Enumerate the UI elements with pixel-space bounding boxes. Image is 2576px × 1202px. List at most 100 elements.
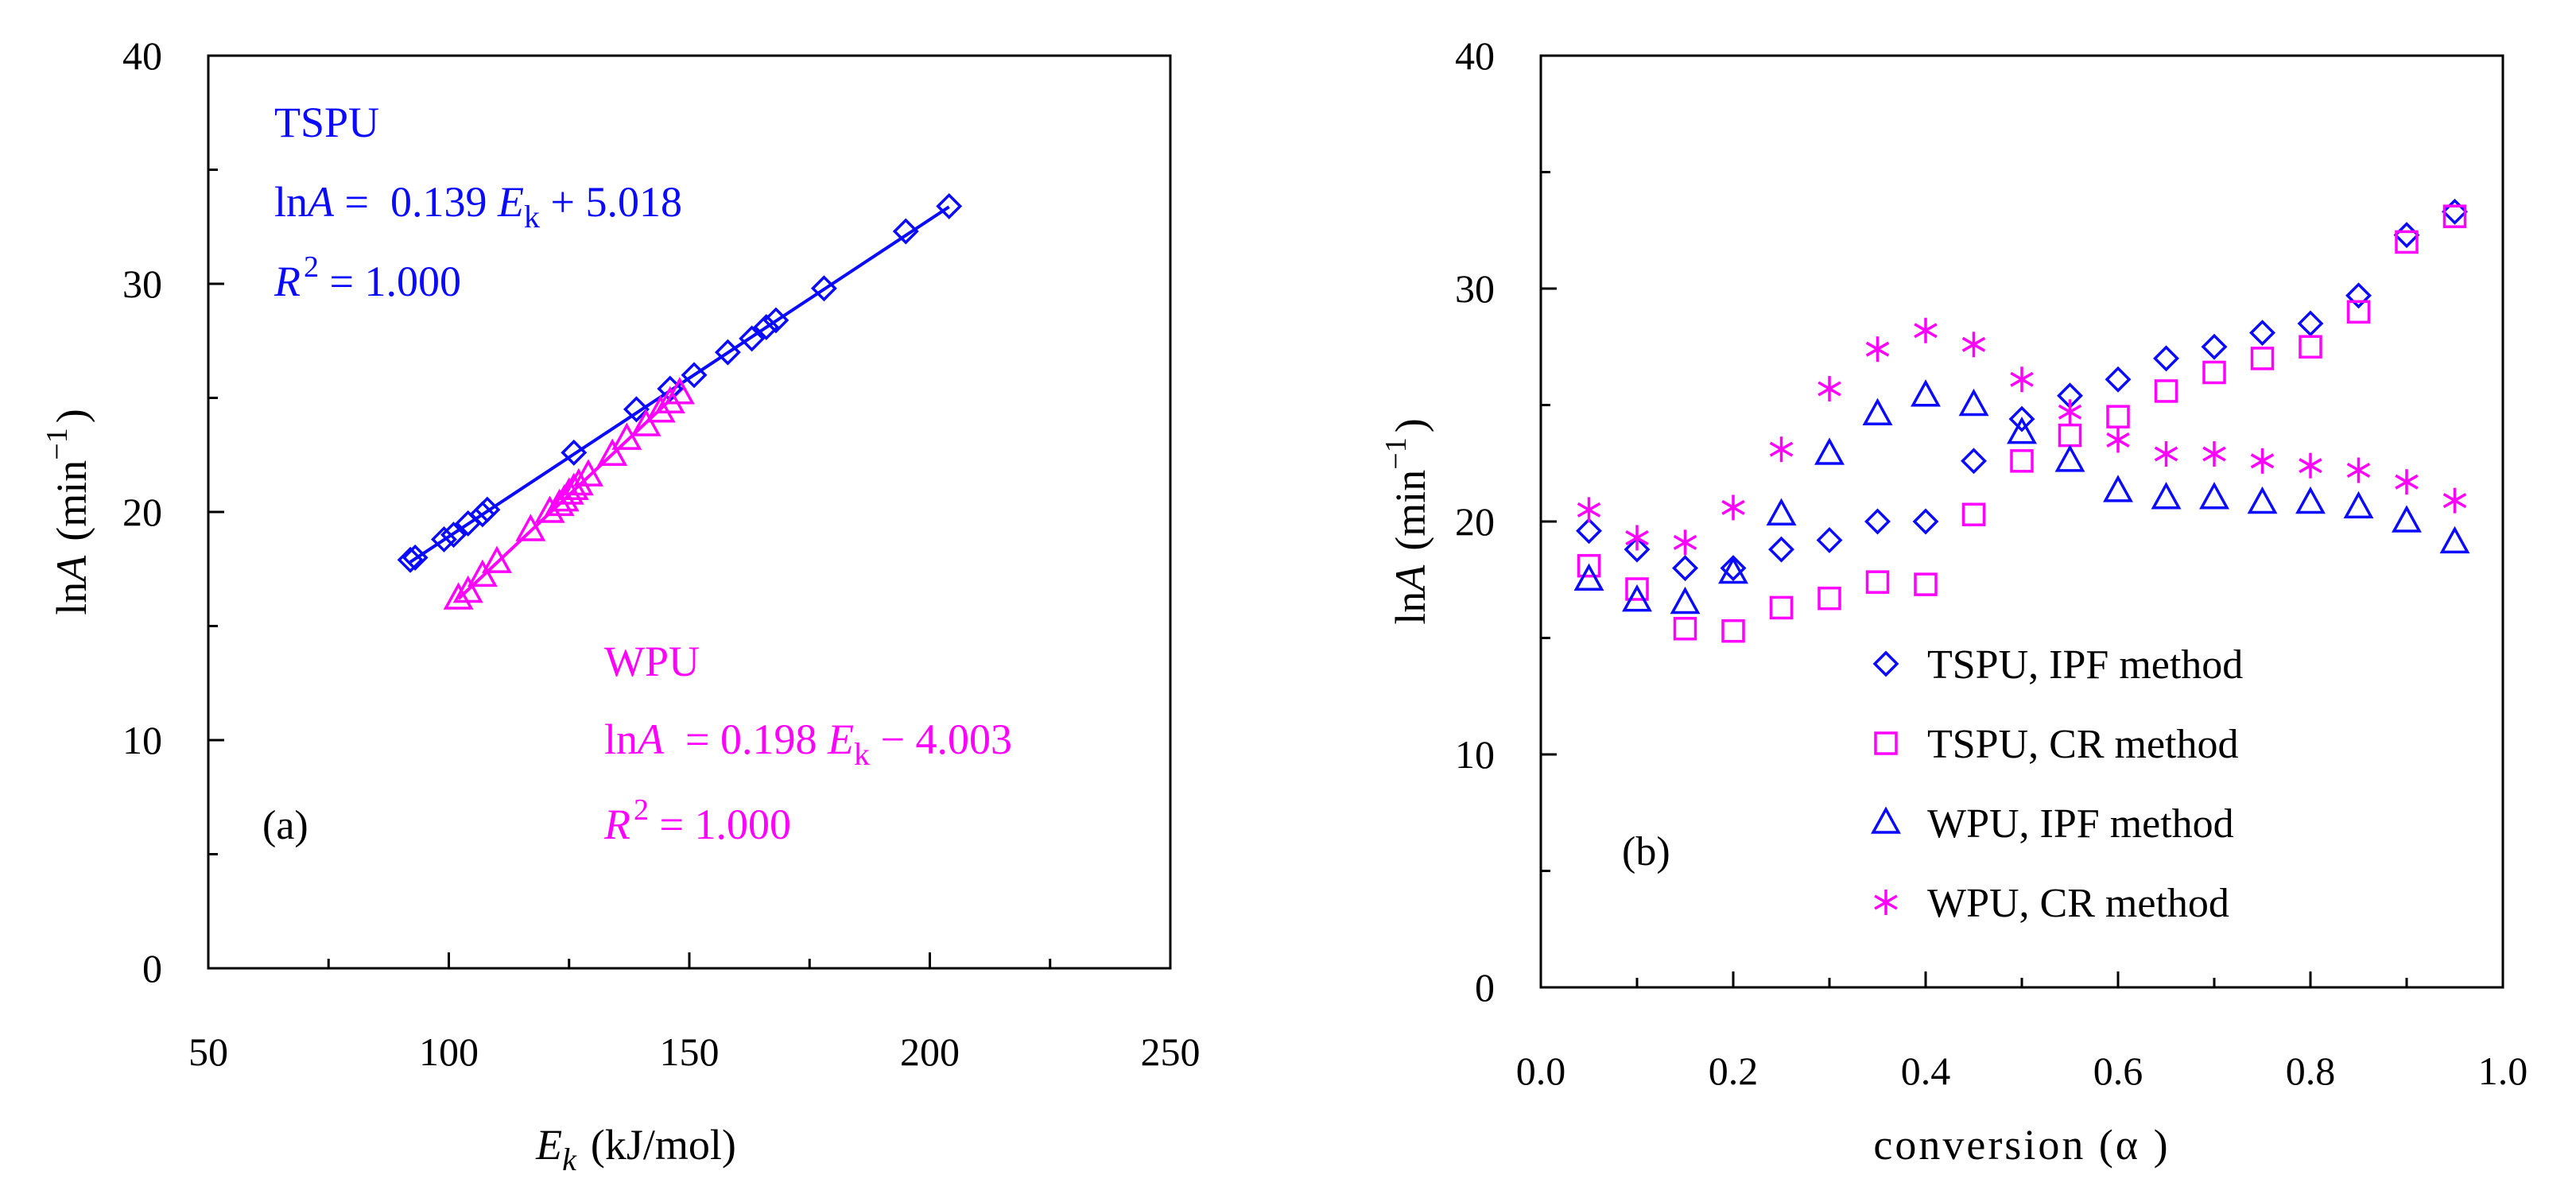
panel-a-y-tick-label: 10 bbox=[122, 718, 162, 762]
series-4-data-point bbox=[1577, 497, 1601, 523]
series-1-data-point bbox=[2201, 333, 2228, 360]
series-1-data-point bbox=[1816, 526, 1843, 553]
series-3-data-point bbox=[1958, 388, 1989, 417]
tspu-data-point bbox=[753, 314, 780, 341]
panel-b-legend: TSPU, IPF method TSPU, CR method WPU, IPF … bbox=[1871, 642, 2243, 926]
panel-a-x-tick-label: 200 bbox=[900, 1029, 960, 1074]
panel-a-y-tick-label: 30 bbox=[122, 262, 162, 306]
series-4-data-point bbox=[1914, 317, 1938, 343]
series-1-data-point bbox=[1864, 508, 1891, 535]
wpu-data-point bbox=[452, 575, 483, 603]
series-3-data-point bbox=[2007, 417, 2037, 444]
series-4-data-point bbox=[2202, 441, 2226, 467]
wpu-data-point bbox=[558, 472, 589, 501]
panel-a-y-tick-label: 40 bbox=[122, 33, 162, 78]
tspu-data-point bbox=[397, 546, 424, 573]
panel-b-x-tick-label: 0.6 bbox=[2093, 1049, 2143, 1093]
tspu-name-label: TSPU bbox=[274, 99, 379, 146]
series-1-data-point bbox=[2105, 366, 2132, 393]
panel-a-markers bbox=[397, 192, 963, 610]
legend-marker bbox=[1872, 650, 1899, 677]
panel-b-x-axis-title: conversion (α ) bbox=[1873, 1121, 2170, 1169]
legend-marker bbox=[1874, 731, 1898, 755]
panel-b-x-tick-label: 0.0 bbox=[1516, 1049, 1566, 1093]
series-4-data-point bbox=[1721, 494, 1745, 521]
series-2-data-point bbox=[1625, 577, 1649, 601]
series-3-data-point bbox=[2151, 482, 2182, 510]
series-3-data-point bbox=[1573, 563, 1604, 591]
panel-b-y-tick-label: 40 bbox=[1455, 33, 1495, 78]
series-3-data-point bbox=[2247, 486, 2278, 514]
series-1-data-point bbox=[2249, 320, 2275, 347]
panel-b-x-tick-label: 0.8 bbox=[2286, 1049, 2336, 1093]
tspu-data-point bbox=[440, 522, 467, 549]
series-4-data-point bbox=[1961, 332, 1986, 358]
series-1-data-point bbox=[1768, 536, 1794, 563]
series-1-data-point bbox=[2297, 310, 2324, 337]
series-3-data-point bbox=[1911, 379, 1941, 407]
wpu-data-point bbox=[645, 395, 676, 423]
series-4-data-point bbox=[2442, 487, 2467, 514]
panel-b-y-tick-label: 10 bbox=[1455, 732, 1495, 777]
series-3-data-point bbox=[2054, 444, 2085, 472]
wpu-data-point bbox=[611, 422, 642, 450]
series-1-data-point bbox=[1624, 536, 1651, 563]
series-2-data-point bbox=[2442, 204, 2467, 228]
panel-a: 50 100 150 200 250 0 10 20 30 40 (a) TSPU lnA = 0… bbox=[41, 33, 1201, 1177]
series-2-data-point bbox=[2106, 405, 2130, 428]
series-3-data-point bbox=[2392, 505, 2422, 533]
panel-a-x-tick-label: 100 bbox=[419, 1029, 479, 1074]
tspu-data-point bbox=[739, 325, 766, 352]
tspu-data-point bbox=[892, 218, 919, 245]
series-2-data-point bbox=[2395, 230, 2419, 254]
series-1-data-point bbox=[1912, 508, 1939, 535]
panel-b-y-tick-label: 30 bbox=[1455, 266, 1495, 311]
series-1-data-point bbox=[1720, 555, 1747, 582]
series-3-data-point bbox=[2439, 525, 2470, 554]
panel-a-y-tick-label: 0 bbox=[142, 946, 162, 991]
series-4-data-point bbox=[2299, 452, 2322, 479]
series-1-data-point bbox=[1576, 518, 1602, 545]
series-3-data-point bbox=[2103, 475, 2133, 502]
panel-a-ticks: 50 100 150 200 250 0 10 20 30 40 bbox=[122, 33, 1201, 1074]
series-2-data-point bbox=[1818, 586, 1841, 611]
wpu-data-point bbox=[553, 477, 584, 505]
legend-marker bbox=[1874, 890, 1898, 915]
series-4-data-point bbox=[1865, 336, 1890, 363]
tspu-data-point bbox=[402, 544, 429, 571]
series-1-data-point bbox=[2442, 198, 2468, 225]
legend-label: TSPU, CR method bbox=[1927, 722, 2239, 767]
series-3-data-point bbox=[1670, 586, 1701, 615]
panel-b-plot-frame bbox=[1539, 54, 2504, 989]
series-4-data-point bbox=[2395, 469, 2419, 495]
wpu-data-point bbox=[654, 386, 685, 413]
series-1-data-point bbox=[2008, 405, 2035, 432]
series-4-data-point bbox=[1769, 436, 1794, 463]
series-2-data-point bbox=[2010, 449, 2034, 473]
panel-b-y-tick-label: 0 bbox=[1475, 965, 1495, 1010]
legend-label: TSPU, IPF method bbox=[1927, 642, 2243, 688]
series-2-data-point bbox=[1769, 595, 1794, 620]
series-4-data-point bbox=[2106, 427, 2130, 453]
panel-b-y-axis-title: lnA(min−1) bbox=[1379, 418, 1434, 624]
tspu-data-point bbox=[762, 307, 789, 334]
wpu-data-point bbox=[467, 559, 498, 587]
series-2-data-point bbox=[2299, 335, 2322, 359]
series-3-data-point bbox=[1862, 397, 1893, 425]
series-4-data-point bbox=[2058, 399, 2082, 425]
tspu-fit-line bbox=[409, 205, 950, 564]
wpu-data-point bbox=[563, 467, 594, 496]
series-2-data-point bbox=[2250, 347, 2275, 370]
legend-label: WPU, IPF method bbox=[1927, 801, 2234, 847]
legend-marker bbox=[1871, 806, 1901, 834]
series-3-data-point bbox=[2295, 486, 2326, 514]
tspu-data-point bbox=[714, 339, 741, 366]
series-2-data-point bbox=[1577, 553, 1601, 578]
series-1-data-point bbox=[1961, 448, 1987, 475]
series-3-data-point bbox=[2199, 482, 2229, 510]
panel-a-x-tick-label: 250 bbox=[1141, 1029, 1201, 1074]
wpu-fit-equation: lnA = 0.198 Ek − 4.003 bbox=[604, 715, 1012, 772]
panel-a-x-axis-title: Ek (kJ/mol) bbox=[535, 1121, 736, 1177]
